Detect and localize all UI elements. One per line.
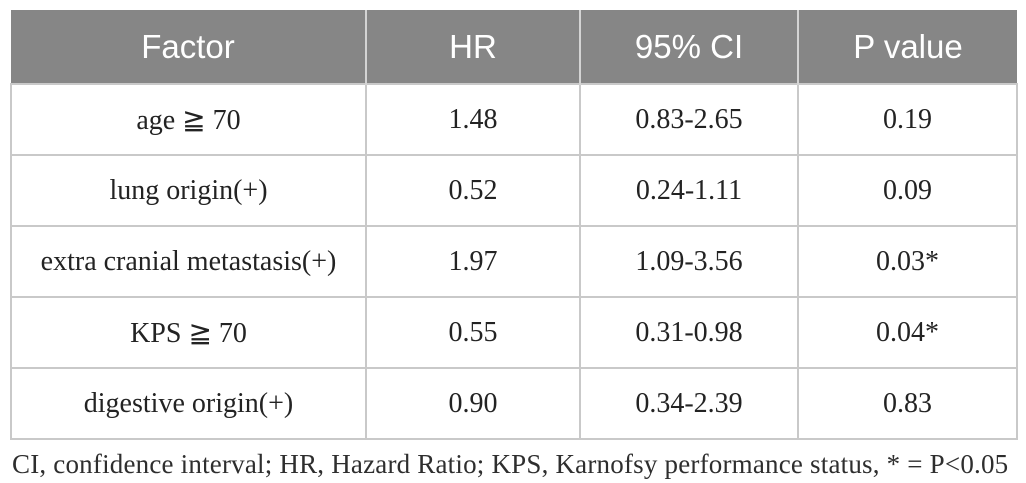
- cell-p-value: 0.83: [797, 367, 1018, 440]
- cell-p-value: 0.19: [797, 83, 1018, 156]
- table-row: KPS ≧ 70 0.55 0.31-0.98 0.04*: [10, 296, 1018, 369]
- cell-hr: 0.52: [365, 154, 581, 227]
- table-row: age ≧ 70 1.48 0.83-2.65 0.19: [10, 83, 1018, 156]
- table-row: digestive origin(+) 0.90 0.34-2.39 0.83: [10, 367, 1018, 440]
- cell-hr: 0.90: [365, 367, 581, 440]
- table-body: age ≧ 70 1.48 0.83-2.65 0.19 lung origin…: [10, 83, 1018, 440]
- table-header: Factor HR 95% CI P value: [11, 10, 1017, 84]
- table-row: lung origin(+) 0.52 0.24-1.11 0.09: [10, 154, 1018, 227]
- hazard-ratio-table: Factor HR 95% CI P value age ≧ 70 1.48 0…: [10, 10, 1018, 440]
- cell-hr: 1.97: [365, 225, 581, 298]
- cell-factor: extra cranial metastasis(+): [10, 225, 367, 298]
- cell-ci: 0.31-0.98: [579, 296, 799, 369]
- cell-ci: 0.34-2.39: [579, 367, 799, 440]
- cell-hr: 0.55: [365, 296, 581, 369]
- cell-p-value: 0.03*: [797, 225, 1018, 298]
- column-header-hr: HR: [365, 10, 580, 84]
- table-footnote: CI, confidence interval; HR, Hazard Rati…: [12, 449, 1009, 479]
- column-header-p-value: P value: [797, 10, 1017, 84]
- cell-factor: digestive origin(+): [10, 367, 367, 440]
- column-header-95ci: 95% CI: [579, 10, 798, 84]
- cell-factor: KPS ≧ 70: [10, 296, 367, 369]
- cell-factor: lung origin(+): [10, 154, 367, 227]
- header-row: Factor HR 95% CI P value: [11, 10, 1017, 84]
- cell-ci: 1.09-3.56: [579, 225, 799, 298]
- cell-ci: 0.24-1.11: [579, 154, 799, 227]
- column-header-factor: Factor: [11, 10, 366, 84]
- cell-factor: age ≧ 70: [10, 83, 367, 156]
- cell-ci: 0.83-2.65: [579, 83, 799, 156]
- cell-hr: 1.48: [365, 83, 581, 156]
- cell-p-value: 0.09: [797, 154, 1018, 227]
- table-row: extra cranial metastasis(+) 1.97 1.09-3.…: [10, 225, 1018, 298]
- cell-p-value: 0.04*: [797, 296, 1018, 369]
